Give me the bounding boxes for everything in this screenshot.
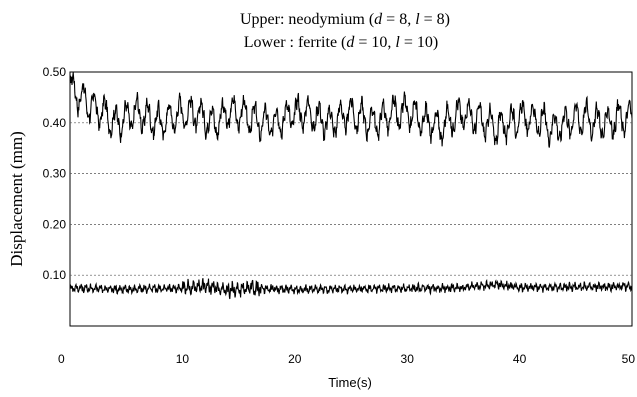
y-tick-label: 0.30: [43, 167, 67, 181]
series-line-lower: [69, 278, 633, 300]
title-lower: Lower : ferrite (d = 10, l = 10): [244, 34, 438, 51]
x-tick-label: 50: [622, 352, 636, 366]
y-tick-labels: 0.10 0.20 0.30 0.40 0.50: [43, 65, 67, 282]
plot-frame: [69, 71, 633, 327]
x-tick-label: 0: [58, 352, 65, 366]
x-tick-label: 10: [176, 352, 190, 366]
title-upper: Upper: neodymium (d = 8, l = 8): [240, 11, 450, 28]
y-tick-label: 0.10: [43, 268, 67, 282]
grid-lines: [70, 122, 632, 276]
x-axis-label: Time(s): [328, 375, 372, 390]
x-tick-label: 30: [401, 352, 415, 366]
y-tick-label: 0.20: [43, 217, 67, 231]
y-tick-label: 0.40: [43, 116, 67, 130]
x-tick-label: 40: [513, 352, 527, 366]
series-group: [69, 72, 633, 300]
y-tick-label: 0.50: [43, 65, 67, 79]
x-tick-label: 20: [288, 352, 302, 366]
series-line-upper: [69, 72, 633, 148]
y-axis-label: Displacement (mm): [7, 131, 26, 267]
chart-title: Upper: neodymium (d = 8, l = 8) Lower : …: [240, 11, 450, 51]
x-tick-labels: 0 10 20 30 40 50: [58, 352, 635, 366]
